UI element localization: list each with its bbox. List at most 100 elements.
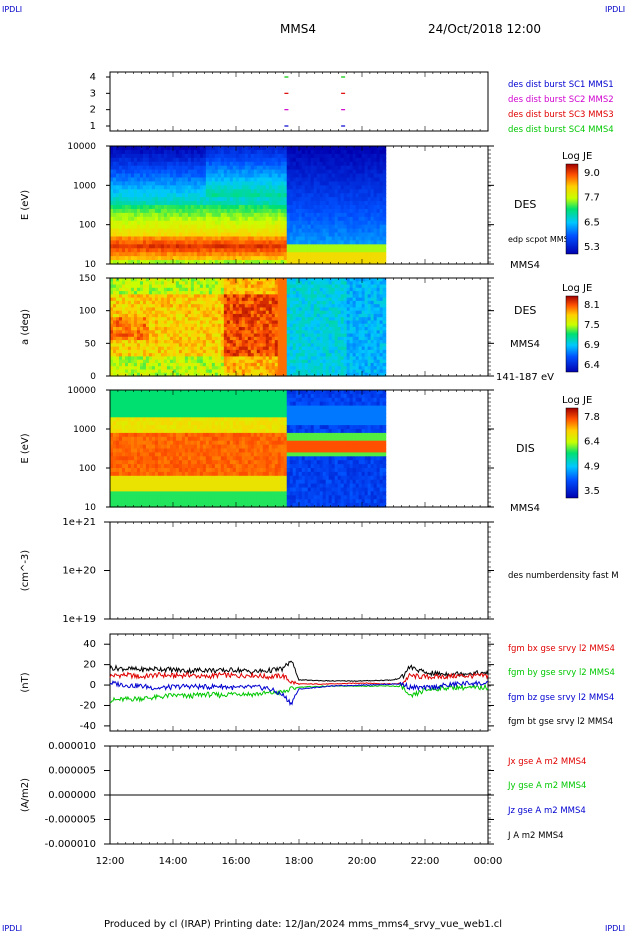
des-pitch-spectrogram-cell [187,310,192,315]
des-pitch-spectrogram-cell [187,349,192,354]
des-pitch-spectrogram-cell [277,297,282,302]
des-energy-spectrogram-cell [127,220,132,226]
des-energy-spectrogram-cell [154,169,159,175]
des-energy-spectrogram-cell [301,256,306,261]
des-energy-spectrogram-cell [136,165,141,171]
des-pitch-spectrogram-cell [250,330,255,335]
des-pitch-spectrogram-cell [136,281,141,286]
des-energy-spectrogram-cell [196,224,201,230]
des-energy-spectrogram-cell [295,240,300,245]
des-pitch-spectrogram-cell [139,369,144,374]
des-energy-spectrogram-cell [154,232,159,238]
des-pitch-spectrogram-cell [202,362,207,367]
des-pitch-spectrogram-cell [110,300,114,305]
des-pitch-spectrogram-cell [151,281,156,286]
des-energy-spectrogram-cell [361,228,366,234]
des-pitch-spectrogram-cell [118,340,123,344]
des-energy-spectrogram-cell [358,177,363,182]
des-energy-spectrogram-cell [274,181,279,186]
des-energy-spectrogram-cell [295,216,300,222]
des-energy-spectrogram-cell [199,185,204,190]
des-pitch-spectrogram-cell [262,340,267,344]
des-pitch-spectrogram-cell [130,304,135,308]
des-pitch-spectrogram-cell [205,349,210,354]
des-energy-spectrogram-cell [202,248,207,253]
des-energy-spectrogram-cell [361,252,366,257]
des-energy-spectrogram-cell [121,208,126,214]
des-energy-spectrogram-cell [244,220,249,226]
des-energy-spectrogram-cell [361,232,366,238]
des-energy-spectrogram-cell [301,146,306,151]
des-energy-spectrogram-cell [262,256,267,261]
des-pitch-spectrogram-cell [113,330,117,335]
des-energy-spectrogram-cell [163,165,168,171]
des-pitch-spectrogram-cell [226,278,231,282]
des-pitch-spectrogram-cell [178,327,183,331]
des-energy-spectrogram-cell [277,240,282,245]
des-pitch-spectrogram-cell [154,349,159,354]
des-pitch-spectrogram-cell [178,317,183,322]
des-energy-spectrogram-cell [322,197,327,202]
des-energy-spectrogram-cell [328,256,333,261]
des-pitch-spectrogram-cell [115,317,120,322]
des-energy-spectrogram-cell [349,157,354,163]
des-energy-spectrogram-cell [280,189,285,194]
des-pitch-spectrogram-cell [298,372,303,377]
des-energy-spectrogram-cell [121,149,126,155]
des-pitch-spectrogram-cell [235,327,240,331]
des-energy-spectrogram-cell [205,212,210,218]
des-pitch-spectrogram-cell [205,307,210,312]
des-energy-spectrogram-cell [244,236,249,241]
des-energy-spectrogram-cell [175,248,180,253]
des-energy-spectrogram-cell [310,169,315,175]
des-pitch-spectrogram-cell [139,349,144,354]
des-energy-spectrogram-cell [241,216,246,222]
des-energy-spectrogram-cell [253,165,258,171]
des-energy-spectrogram-cell [211,193,216,198]
des-energy-spectrogram-cell [277,165,282,171]
des-energy-spectrogram-cell [307,256,312,261]
des-energy-spectrogram-cell [298,252,303,257]
des-energy-spectrogram-cell [376,248,381,253]
des-pitch-spectrogram-cell [283,310,288,315]
des-energy-spectrogram-cell [376,252,381,257]
des-energy-spectrogram-cell [130,169,135,175]
des-energy-spectrogram-cell [382,149,387,155]
des-pitch-spectrogram-cell [223,343,228,348]
des-energy-spectrogram-cell [205,248,210,253]
des-pitch-spectrogram-cell [139,284,144,289]
des-energy-spectrogram-cell [295,256,300,261]
des-pitch-spectrogram-cell [157,327,162,331]
des-energy-spectrogram-cell [208,153,213,159]
des-pitch-spectrogram-cell [166,366,171,371]
des-energy-spectrogram-cell [166,240,171,245]
des-energy-spectrogram-cell [217,260,222,265]
des-pitch-spectrogram-cell [190,310,195,315]
des-energy-spectrogram-cell [367,165,372,171]
des-pitch-spectrogram-cell [121,340,126,344]
des-energy-spectrogram-cell [352,177,357,182]
des-energy-spectrogram-cell [163,208,168,214]
des-pitch-spectrogram-cell [181,362,186,367]
des-energy-spectrogram-cell [319,216,324,222]
des-energy-spectrogram-cell [223,185,228,190]
des-energy-spectrogram-cell [163,189,168,194]
des-pitch-spectrogram-cell [133,372,138,377]
des-energy-y-tick-label: 100 [79,221,96,231]
des-pitch-spectrogram-cell [241,307,246,312]
des-energy-spectrogram-cell [355,208,360,214]
des-pitch-spectrogram-cell [301,304,306,308]
des-energy-spectrogram-cell [142,169,147,175]
des-pitch-spectrogram-cell [175,356,180,361]
des-energy-spectrogram-cell [187,248,192,253]
des-energy-spectrogram-cell [313,240,318,245]
des-energy-spectrogram-cell [286,244,291,249]
des-energy-spectrogram-cell [340,193,345,198]
des-pitch-spectrogram-cell [271,343,276,348]
des-energy-spectrogram-cell [151,216,156,222]
des-pitch-spectrogram-cell [289,320,294,325]
des-pitch-spectrogram-cell [115,359,120,364]
des-pitch-spectrogram-cell [113,291,117,295]
des-energy-spectrogram-cell [340,244,345,249]
des-pitch-spectrogram-cell [130,320,135,325]
